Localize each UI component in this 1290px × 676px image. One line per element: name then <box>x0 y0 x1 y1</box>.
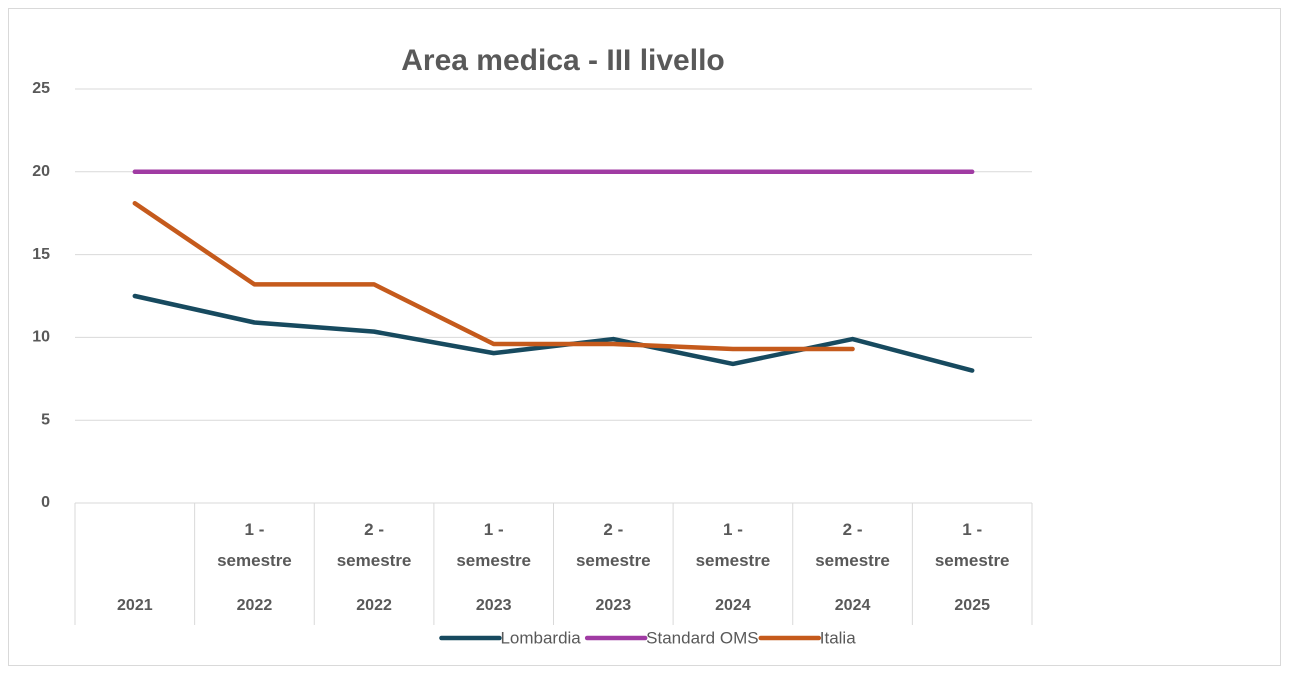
x-tick-group: 2 - semestre <box>815 520 890 570</box>
y-tick-label: 20 <box>32 163 50 180</box>
x-tick-label: 2024 <box>715 597 751 614</box>
x-tick-sublabel: 2 - semestre <box>336 520 412 570</box>
y-tick-label: 5 <box>41 411 50 428</box>
x-tick-label: 2022 <box>237 597 273 614</box>
x-tick-label: 2021 <box>117 597 153 614</box>
x-tick-label: 2022 <box>356 597 392 614</box>
x-tick-label: 2025 <box>954 597 990 614</box>
x-tick-group: 2 - semestre <box>336 520 412 570</box>
x-tick-group: 2 - semestre <box>575 520 651 570</box>
legend-label: Standard OMS <box>646 628 758 647</box>
x-tick-group: 1 - semestre <box>934 520 1010 570</box>
legend-label: Italia <box>820 628 856 647</box>
y-tick-label: 0 <box>41 494 50 511</box>
y-tick-label: 10 <box>32 329 50 346</box>
x-tick-sublabel: 2 - semestre <box>815 520 890 570</box>
line-series <box>132 201 855 352</box>
y-tick-label: 15 <box>32 246 50 263</box>
x-tick-sublabel: 1 - semestre <box>217 520 292 570</box>
y-tick-label: 25 <box>32 80 50 97</box>
x-tick-sublabel: 1 - semestre <box>456 520 532 570</box>
chart-title: Area medica - III livello <box>401 44 724 77</box>
x-tick-group: 1 - semestre <box>695 520 771 570</box>
x-tick-label: 2024 <box>835 597 871 614</box>
x-tick-label: 2023 <box>476 597 512 614</box>
x-tick-sublabel: 1 - semestre <box>934 520 1010 570</box>
x-tick-group: 1 - semestre <box>217 520 292 570</box>
x-tick-group: 1 - semestre <box>456 520 532 570</box>
legend-label: Lombardia <box>500 628 581 647</box>
x-tick-label: 2023 <box>596 597 632 614</box>
x-tick-sublabel: 1 - semestre <box>695 520 771 570</box>
x-tick-sublabel: 2 - semestre <box>575 520 651 570</box>
